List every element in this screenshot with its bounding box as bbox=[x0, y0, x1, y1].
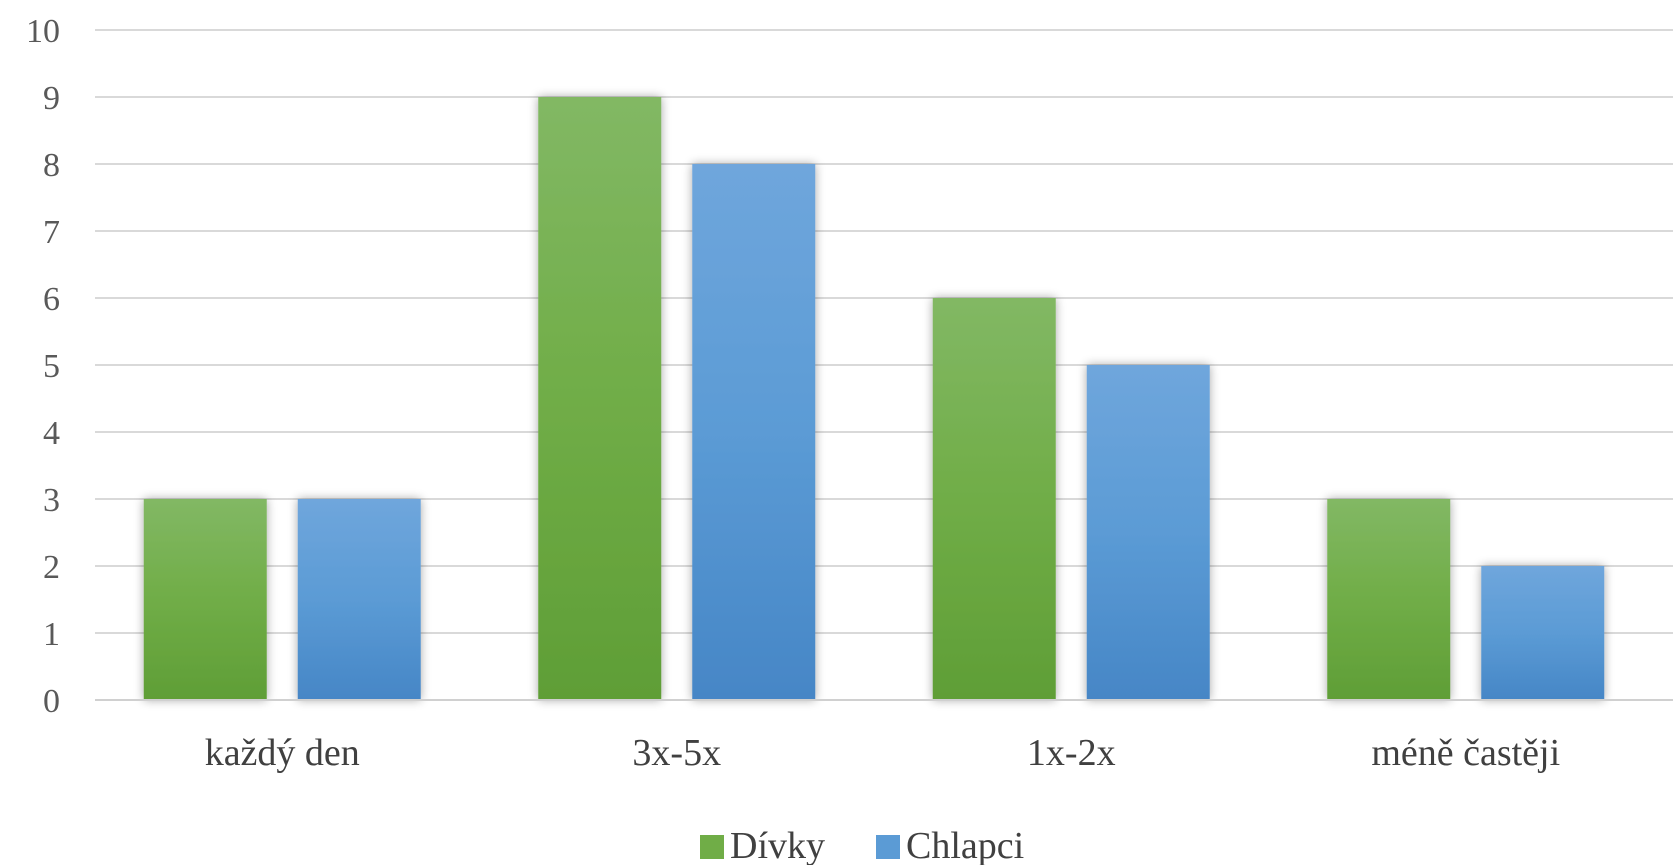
y-tick-label: 4 bbox=[43, 415, 60, 452]
y-tick-label: 6 bbox=[43, 281, 60, 318]
y-tick-label: 8 bbox=[43, 147, 60, 184]
x-category-label: méně častěji bbox=[1371, 732, 1560, 774]
bar-chlapci bbox=[297, 499, 421, 700]
x-axis-category-labels: každý den 3x-5x 1x-2x méně častěji bbox=[205, 732, 1560, 774]
bar-divky bbox=[538, 97, 662, 700]
y-tick-label: 0 bbox=[43, 683, 60, 720]
bars bbox=[143, 97, 1605, 700]
legend-label: Dívky bbox=[730, 825, 825, 865]
x-category-label: 3x-5x bbox=[632, 732, 721, 774]
bar-chlapci bbox=[1481, 566, 1605, 700]
x-category-label: každý den bbox=[205, 732, 360, 774]
legend-label: Chlapci bbox=[906, 825, 1024, 865]
bar-divky bbox=[1327, 499, 1451, 700]
legend: Dívky Chlapci bbox=[700, 825, 1024, 865]
bar-divky bbox=[143, 499, 267, 700]
y-tick-label: 10 bbox=[26, 13, 60, 50]
y-tick-label: 2 bbox=[43, 549, 60, 586]
legend-swatch bbox=[700, 835, 724, 859]
y-tick-label: 1 bbox=[43, 616, 60, 653]
y-tick-label: 5 bbox=[43, 348, 60, 385]
x-category-label: 1x-2x bbox=[1027, 732, 1116, 774]
legend-swatch bbox=[876, 835, 900, 859]
y-tick-label: 3 bbox=[43, 482, 60, 519]
bar-chlapci bbox=[692, 164, 816, 700]
y-tick-label: 7 bbox=[43, 214, 60, 251]
bar-chlapci bbox=[1086, 365, 1210, 700]
y-axis-tick-labels: 0 1 2 3 4 5 6 7 8 9 10 bbox=[26, 13, 60, 720]
bar-divky bbox=[932, 298, 1056, 700]
y-tick-label: 9 bbox=[43, 80, 60, 117]
